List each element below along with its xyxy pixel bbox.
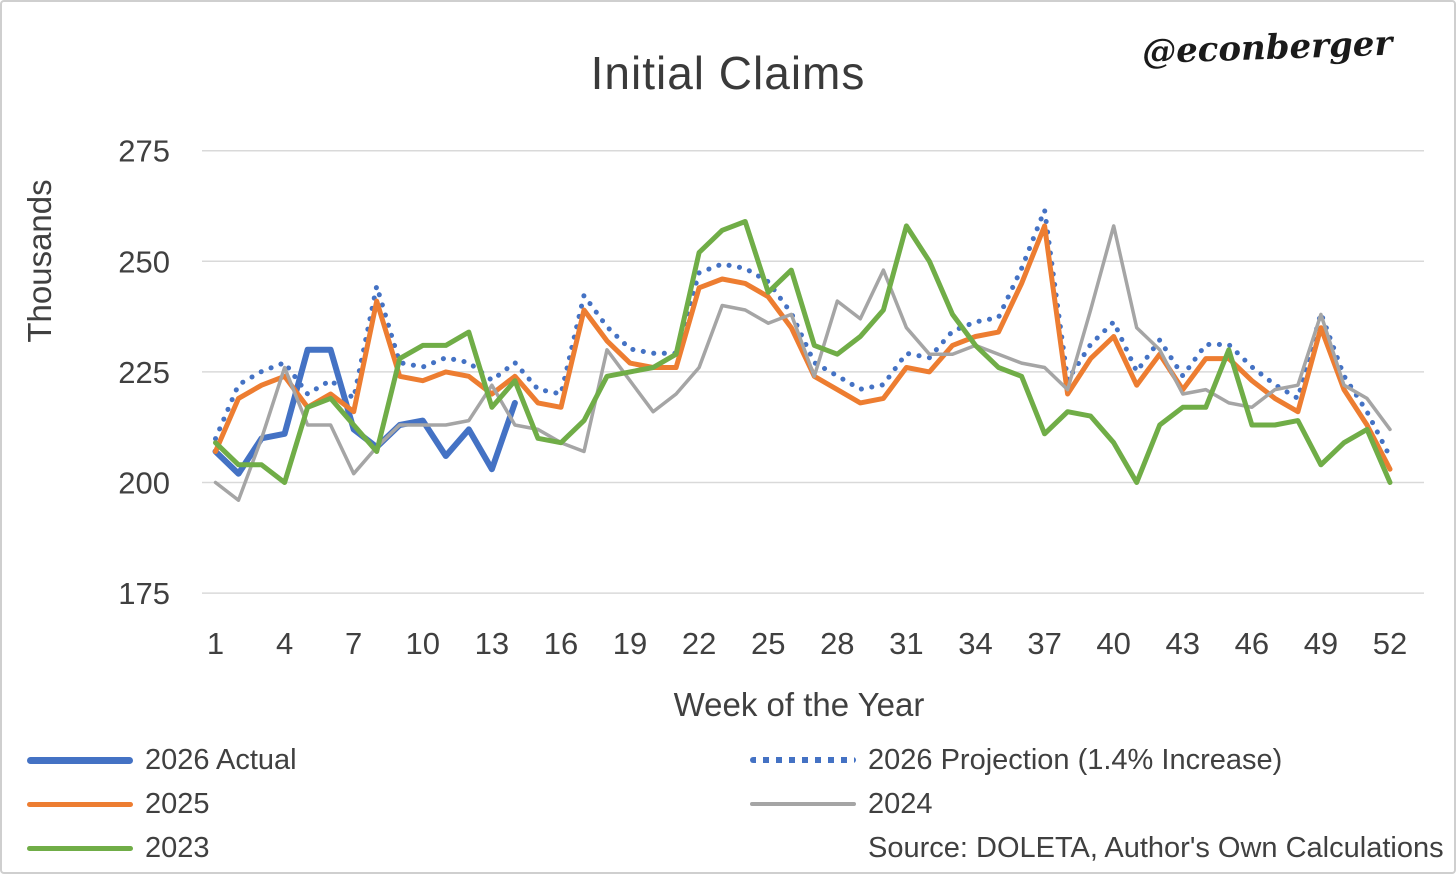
x-tick-43: 43 [1166, 626, 1200, 661]
blue-dotted-line-swatch-icon [750, 757, 856, 763]
legend-label-2025: 2025 [145, 787, 210, 820]
legend-item-2023: 2023 [27, 826, 297, 870]
legend-left-column: 2026 Actual 2025 2023 [27, 738, 297, 870]
x-tick-25: 25 [751, 626, 785, 661]
legend-label-2023: 2023 [145, 831, 210, 864]
x-tick-4: 4 [276, 626, 293, 661]
line-2024 [213, 224, 1392, 502]
x-tick-37: 37 [1027, 626, 1061, 661]
x-tick-52: 52 [1373, 626, 1407, 661]
y-tick-250: 250 [118, 244, 170, 279]
plot-area: 175 200 225 250 275 1 4 7 10 13 16 19 22 25 28 31 34 37 40… [118, 134, 1424, 661]
x-tick-22: 22 [682, 626, 716, 661]
legend-swatch-2026-projection [750, 757, 856, 763]
chart-title: Initial Claims [590, 47, 866, 99]
legend-swatch-2024 [750, 802, 856, 806]
legend-label-2024: 2024 [868, 787, 933, 820]
x-tick-28: 28 [820, 626, 854, 661]
x-axis-title: Week of the Year [673, 686, 925, 723]
y-tick-225: 225 [118, 355, 170, 390]
line-2026-projection-1-4-increase [213, 207, 1393, 460]
legend-right-column: 2026 Projection (1.4% Increase) 2024 Sou… [750, 738, 1444, 870]
x-tick-19: 19 [613, 626, 647, 661]
source-note: Source: DOLETA, Author's Own Calculation… [868, 831, 1444, 864]
y-tick-275: 275 [118, 134, 170, 169]
x-tick-13: 13 [475, 626, 509, 661]
legend-item-2025: 2025 [27, 782, 297, 826]
gray-line-swatch-icon [750, 802, 856, 806]
legend-item-2026-actual: 2026 Actual [27, 738, 297, 782]
y-tick-175: 175 [118, 576, 170, 611]
x-tick-49: 49 [1304, 626, 1338, 661]
x-tick-46: 46 [1235, 626, 1269, 661]
line-2023 [213, 219, 1393, 485]
legend-swatch-2026-actual [27, 756, 133, 764]
x-tick-10: 10 [406, 626, 440, 661]
green-line-swatch-icon [27, 845, 133, 851]
legend-item-2026-projection: 2026 Projection (1.4% Increase) [750, 738, 1444, 782]
legend-swatch-2023 [27, 845, 133, 851]
legend-item-2024: 2024 [750, 782, 1444, 826]
x-tick-16: 16 [544, 626, 578, 661]
source-note-row: Source: DOLETA, Author's Own Calculation… [750, 826, 1444, 870]
orange-line-swatch-icon [27, 801, 133, 807]
legend-label-2026-projection: 2026 Projection (1.4% Increase) [868, 743, 1283, 776]
x-tick-31: 31 [889, 626, 923, 661]
y-tick-200: 200 [118, 466, 170, 501]
legend-label-2026-actual: 2026 Actual [145, 743, 297, 776]
x-tick-1: 1 [207, 626, 224, 661]
blue-line-swatch-icon [27, 756, 133, 764]
line-2025 [213, 223, 1393, 472]
x-tick-40: 40 [1096, 626, 1130, 661]
legend-swatch-2025 [27, 801, 133, 807]
x-tick-7: 7 [345, 626, 362, 661]
x-tick-34: 34 [958, 626, 992, 661]
